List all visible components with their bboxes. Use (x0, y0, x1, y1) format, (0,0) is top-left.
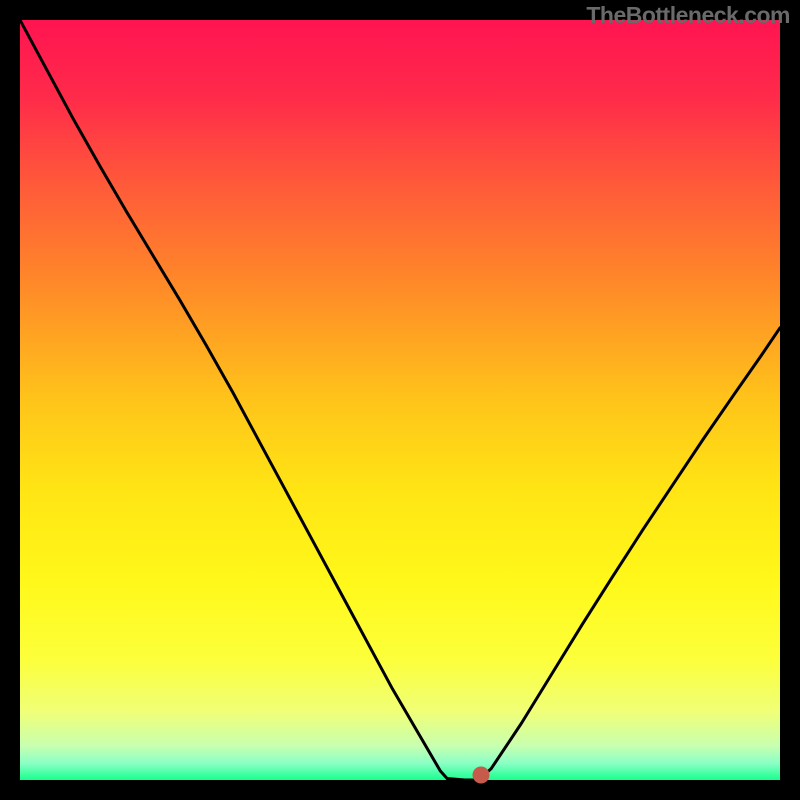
curve-minimum-marker (472, 767, 489, 784)
watermark-text: TheBottleneck.com (586, 2, 790, 29)
plot-area (20, 20, 780, 780)
plot-svg (20, 20, 780, 780)
chart-canvas: TheBottleneck.com (0, 0, 800, 800)
